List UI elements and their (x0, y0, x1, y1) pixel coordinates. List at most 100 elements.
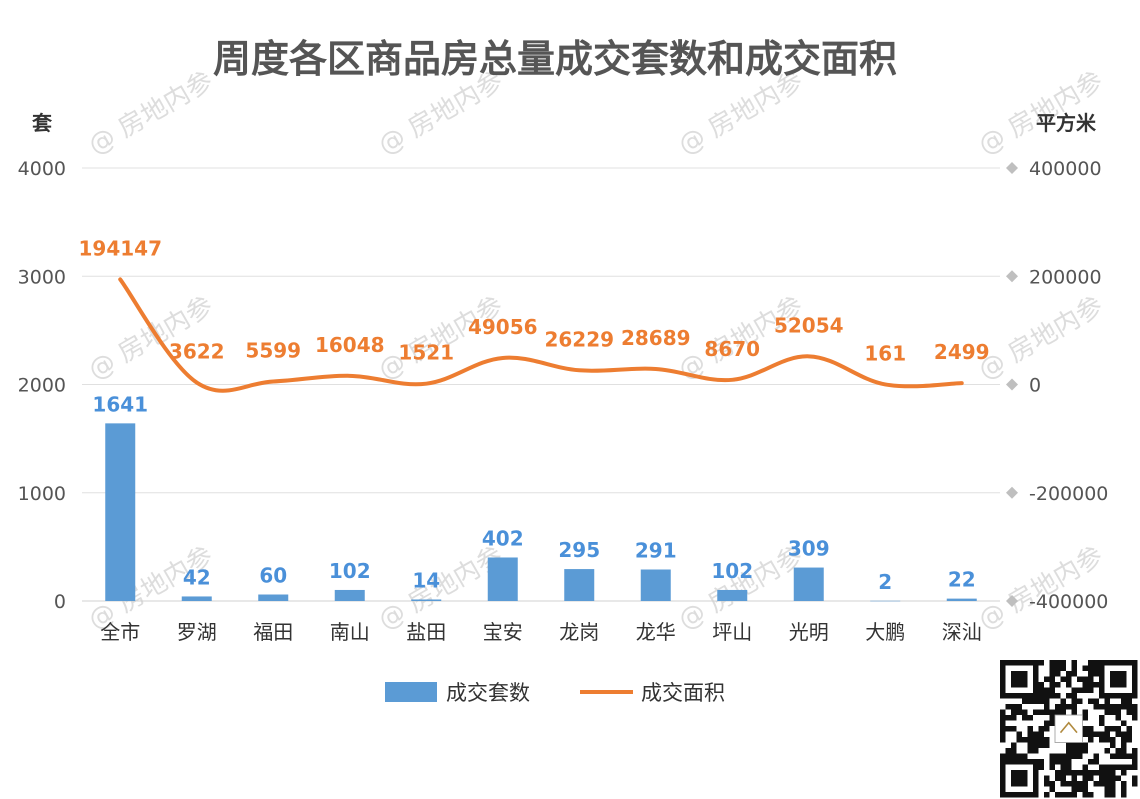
qr-module (1121, 704, 1127, 710)
category-label: 光明 (789, 620, 829, 644)
qr-module (1066, 748, 1072, 754)
watermark-text: @ 房地内参 (84, 66, 219, 161)
qr-module (1049, 786, 1055, 792)
area-line (118, 277, 964, 393)
qr-module (1099, 715, 1105, 721)
qr-module (1093, 704, 1099, 710)
qr-module (1066, 781, 1072, 787)
qr-module (1055, 665, 1061, 671)
left-tick-label: 4000 (18, 158, 66, 180)
qr-module (1055, 693, 1061, 699)
qr-logo (1054, 714, 1083, 743)
qr-module (1011, 742, 1017, 748)
qr-module (1104, 770, 1110, 776)
qr-module (1000, 709, 1006, 715)
qr-module (1016, 731, 1022, 737)
qr-module (1126, 698, 1132, 704)
qr-module (1088, 682, 1094, 688)
category-label: 盐田 (406, 620, 446, 644)
qr-module (1093, 671, 1099, 677)
qr-module (1132, 759, 1138, 765)
qr-module (1038, 742, 1044, 748)
qr-module (1077, 676, 1083, 682)
left-tick-label: 3000 (18, 266, 66, 288)
qr-code-image (998, 658, 1140, 799)
left-axis-ticks: 0 1000 2000 3000 4000 (18, 158, 66, 613)
qr-module (1011, 753, 1017, 759)
qr-module (1077, 748, 1083, 754)
bar-11 (870, 600, 901, 602)
qr-module (1027, 726, 1033, 732)
qr-module (1115, 748, 1121, 754)
qr-module (1082, 770, 1088, 776)
line-label-1: 194147 (79, 236, 163, 260)
qr-module (1110, 726, 1116, 732)
qr-module (1016, 737, 1022, 743)
qr-module (1055, 660, 1061, 666)
qr-module (1110, 792, 1116, 798)
qr-module (1104, 698, 1110, 704)
qr-module (1099, 775, 1105, 781)
line-label-2: 3622 (169, 340, 225, 364)
qr-module (1033, 742, 1039, 748)
right-axis-unit: 平方米 (1036, 111, 1097, 135)
qr-module (1044, 698, 1050, 704)
qr-module (1033, 698, 1039, 704)
qr-module (1022, 709, 1028, 715)
qr-module (1049, 671, 1055, 677)
category-label: 深汕 (942, 620, 982, 644)
legend-label-bar: 成交套数 (446, 681, 530, 705)
bar-4 (334, 589, 365, 601)
legend-swatch-bar (385, 682, 437, 702)
qr-module (1038, 660, 1044, 666)
qr-module (1016, 753, 1022, 759)
qr-module (1132, 715, 1138, 721)
qr-module (1071, 770, 1077, 776)
line-label-10: 52054 (774, 313, 844, 337)
bar-3 (258, 594, 289, 601)
qr-module (1082, 715, 1088, 721)
qr-module (1038, 687, 1044, 693)
qr-module (1104, 775, 1110, 781)
bar-7 (564, 569, 595, 601)
qr-module (1005, 753, 1011, 759)
qr-module (1132, 764, 1138, 770)
qr-module (1066, 704, 1072, 710)
qr-module (1049, 660, 1055, 666)
qr-module (1088, 792, 1094, 798)
bar-2 (181, 596, 212, 601)
qr-module (1121, 742, 1127, 748)
qr-module (1115, 775, 1121, 781)
qr-module (1110, 764, 1116, 770)
qr-module (1077, 786, 1083, 792)
qr-module (1110, 742, 1116, 748)
qr-module (1022, 698, 1028, 704)
qr-module (1126, 737, 1132, 743)
qr-module (1099, 764, 1105, 770)
qr-module (1060, 764, 1066, 770)
qr-module (1000, 753, 1006, 759)
qr-module (1104, 709, 1110, 715)
qr-module (1027, 698, 1033, 704)
qr-module (1088, 665, 1094, 671)
qr-module (1066, 671, 1072, 677)
qr-module (1027, 742, 1033, 748)
right-tick-marker (1006, 486, 1018, 499)
qr-module (1110, 704, 1116, 710)
qr-module (1132, 753, 1138, 759)
qr-module (1082, 709, 1088, 715)
qr-module (1027, 737, 1033, 743)
bar-label-1: 1641 (92, 392, 148, 416)
qr-module (1049, 759, 1055, 765)
bar-label-7: 295 (558, 538, 600, 562)
qr-module (1066, 682, 1072, 688)
qr-module (1093, 753, 1099, 759)
qr-module (1044, 720, 1050, 726)
qr-module (1132, 709, 1138, 715)
qr-module (1033, 731, 1039, 737)
category-label: 大鹏 (865, 620, 905, 644)
qr-module (1000, 726, 1006, 732)
qr-module (1044, 704, 1050, 710)
